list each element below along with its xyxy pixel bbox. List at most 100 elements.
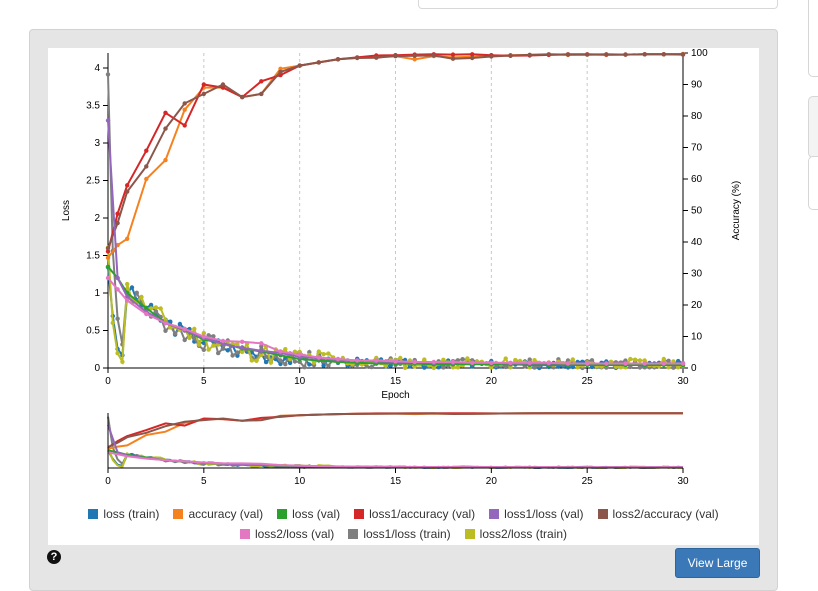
- overview-x-tick-label: 0: [105, 476, 111, 487]
- y-right-tick-label: 10: [691, 332, 703, 343]
- legend-swatch: [88, 509, 99, 519]
- loss2-loss-val--point: [527, 360, 532, 365]
- loss2-loss-train--point: [283, 347, 288, 352]
- loss2-loss-train--point: [316, 349, 321, 354]
- legend-swatch: [464, 529, 475, 539]
- loss1-loss-train--point: [589, 358, 595, 363]
- loss1-loss-train--point: [441, 365, 446, 370]
- loss2-accuracy-val--point: [527, 52, 532, 58]
- loss2-loss-train--point: [671, 359, 676, 364]
- legend-item[interactable]: loss2/accuracy (val): [597, 507, 719, 521]
- loss2-loss-val--point: [604, 361, 609, 366]
- y-left-tick-label: 0: [94, 363, 100, 374]
- legend-label: loss (val): [292, 507, 341, 521]
- legend-swatch: [239, 529, 250, 539]
- loss2-loss-train--point: [115, 351, 120, 356]
- loss2-accuracy-val--point: [546, 52, 551, 57]
- loss1-loss-train--point: [211, 334, 216, 339]
- x-tick-label: 15: [390, 376, 402, 387]
- loss2-accuracy-val--point: [393, 53, 398, 59]
- loss1-accuracy-val--point: [105, 249, 111, 254]
- y-right-tick-label: 0: [691, 363, 697, 374]
- loss2-loss-train--point: [398, 355, 403, 361]
- loss2-loss-train--point: [268, 360, 274, 365]
- legend-item[interactable]: loss (train): [88, 507, 159, 521]
- overview-x-tick-label: 5: [201, 476, 207, 487]
- loss1-loss-train--point: [230, 353, 235, 358]
- loss2-loss-val--point: [297, 352, 302, 357]
- y-left-tick-label: 3: [94, 138, 100, 149]
- legend-item[interactable]: loss1/loss (train): [348, 527, 451, 541]
- loss2-loss-train--point: [676, 365, 681, 370]
- loss1-accuracy-val--point: [125, 183, 130, 188]
- loss2-accuracy-val--point: [240, 94, 245, 100]
- loss-train--point: [263, 359, 269, 365]
- overview-loss2-loss-train--line: [107, 446, 684, 470]
- loss2-loss-train--point: [321, 352, 326, 357]
- legend-item[interactable]: loss (val): [277, 507, 340, 521]
- loss2-loss-train--point: [187, 335, 192, 341]
- loss2-loss-train--point: [254, 358, 259, 363]
- loss2-accuracy-val--point: [163, 126, 168, 131]
- loss2-loss-val--point: [144, 311, 149, 317]
- loss2-loss-train--point: [441, 357, 446, 362]
- loss1-loss-train--point: [192, 336, 197, 341]
- loss2-loss-train--point: [661, 356, 666, 362]
- loss-train--point: [676, 358, 681, 364]
- loss2-accuracy-val--point: [412, 53, 417, 58]
- y-right-tick-label: 70: [691, 143, 703, 154]
- overview-accuracy-val--line: [107, 412, 683, 450]
- loss-train--point: [422, 365, 427, 370]
- loss-train--point: [278, 361, 283, 367]
- y-right-tick-label: 60: [691, 174, 703, 185]
- loss1-loss-train--point: [364, 364, 369, 369]
- loss2-loss-train--point: [139, 294, 144, 300]
- loss1-loss-train--point: [115, 316, 120, 321]
- chart-container: 0 5 10 15 20 25 30 0 0.5 1 1.5 2 2.5 3 3.5 4 0 10 20 30 40 50…: [48, 48, 759, 545]
- loss2-loss-val--point: [546, 360, 551, 365]
- legend-item[interactable]: loss2/loss (train): [464, 527, 567, 541]
- loss2-loss-train--point: [125, 281, 130, 287]
- loss1-loss-train--point: [283, 362, 288, 367]
- side-tab-2[interactable]: [808, 96, 818, 158]
- loss2-loss-train--point: [402, 365, 408, 370]
- view-large-button[interactable]: View Large: [675, 548, 760, 578]
- accuracy-val--point: [163, 157, 168, 163]
- loss1-loss-train--point: [105, 72, 111, 77]
- loss2-loss-train--point: [575, 365, 580, 370]
- legend-item[interactable]: accuracy (val): [173, 507, 263, 521]
- top-panel: [418, 0, 778, 9]
- loss2-loss-val--point: [661, 361, 666, 366]
- legend-swatch: [489, 509, 500, 519]
- overview-x-tick-label: 25: [582, 476, 594, 487]
- legend-label: accuracy (val): [188, 507, 264, 521]
- side-tab-3[interactable]: [808, 156, 818, 210]
- y-right-tick-label: 80: [691, 111, 703, 122]
- loss2-loss-train--point: [201, 331, 206, 336]
- loss2-loss-train--point: [666, 365, 671, 370]
- legend-item[interactable]: loss1/accuracy (val): [354, 507, 475, 521]
- overview-x-tick-label: 10: [294, 476, 306, 487]
- help-icon[interactable]: ?: [47, 550, 61, 564]
- overview-x-tick-label: 30: [677, 476, 689, 487]
- loss2-accuracy-val--point: [355, 55, 360, 61]
- legend-item[interactable]: loss1/loss (val): [489, 507, 584, 521]
- loss1-loss-val--point: [115, 275, 120, 281]
- loss1-loss-train--point: [292, 359, 298, 364]
- y-left-tick-label: 2: [94, 213, 100, 224]
- loss1-loss-train--point: [220, 346, 226, 351]
- training-chart[interactable]: 0 5 10 15 20 25 3000.511.522.533.5401020304050…: [48, 48, 759, 545]
- loss2-loss-val--point: [642, 361, 647, 366]
- overview-loss1-accuracy-val--line: [107, 412, 684, 449]
- legend-item[interactable]: loss2/loss (val): [239, 527, 334, 541]
- loss2-loss-val--point: [105, 275, 111, 281]
- loss1-loss-train--point: [369, 364, 374, 370]
- loss2-loss-train--point: [148, 306, 154, 311]
- overview-loss2-accuracy-val--line: [107, 412, 683, 449]
- loss2-loss-train--point: [455, 365, 460, 370]
- loss2-loss-train--point: [637, 358, 643, 363]
- loss1-accuracy-val--point: [450, 52, 456, 57]
- y-left-tick-label: 1: [94, 288, 100, 299]
- side-tab-1[interactable]: [808, 0, 818, 77]
- loss2-loss-train--point: [503, 356, 508, 361]
